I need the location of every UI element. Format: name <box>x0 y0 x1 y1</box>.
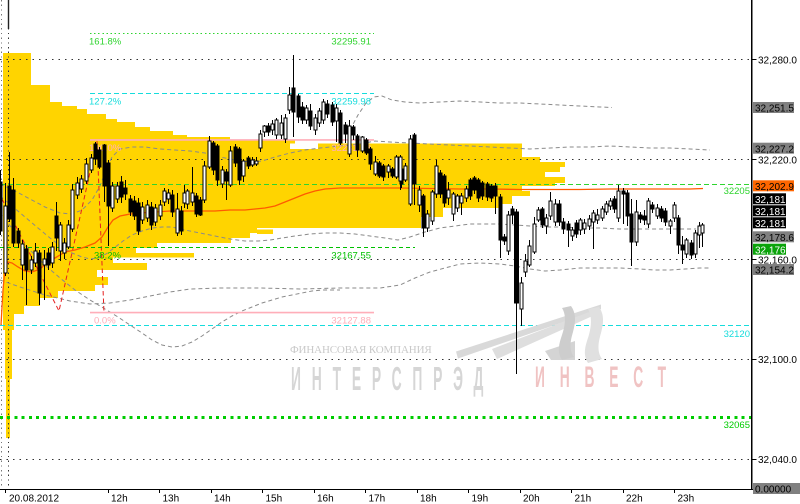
svg-text:20h: 20h <box>523 494 540 504</box>
svg-text:32,181: 32,181 <box>755 207 786 218</box>
svg-text:22h: 22h <box>626 494 643 504</box>
svg-text:17h: 17h <box>369 494 386 504</box>
svg-text:19h: 19h <box>472 494 489 504</box>
svg-text:32,202.9: 32,202.9 <box>755 182 794 193</box>
svg-text:13h: 13h <box>163 494 180 504</box>
svg-text:ИНВЕСТ: ИНВЕСТ <box>535 360 681 393</box>
svg-text:32127.88: 32127.88 <box>331 316 371 327</box>
svg-text:12h: 12h <box>111 494 128 504</box>
svg-text:23h: 23h <box>678 494 695 504</box>
svg-text:32205: 32205 <box>724 186 750 197</box>
svg-text:32,100.0: 32,100.0 <box>758 355 797 366</box>
svg-text:0.00000: 0.00000 <box>755 485 792 496</box>
svg-text:18h: 18h <box>420 494 437 504</box>
svg-text:16h: 16h <box>317 494 334 504</box>
svg-text:32,160.0: 32,160.0 <box>758 255 797 266</box>
svg-text:ФИНАНСОВАЯ КОМПАНИЯ: ФИНАНСОВАЯ КОМПАНИЯ <box>290 344 432 356</box>
svg-text:32,251.5: 32,251.5 <box>755 104 794 115</box>
svg-text:161.8%: 161.8% <box>89 37 122 48</box>
svg-text:32,181: 32,181 <box>755 195 786 206</box>
svg-text:32,040.0: 32,040.0 <box>758 455 797 466</box>
svg-text:ИНТЕРСПРЭД: ИНТЕРСПРЭД <box>291 361 494 398</box>
svg-text:32,220.0: 32,220.0 <box>758 156 797 167</box>
svg-text:20.08.2012: 20.08.2012 <box>9 494 59 504</box>
svg-text:38.2%: 38.2% <box>94 251 121 262</box>
svg-text:32,181: 32,181 <box>755 219 786 230</box>
svg-text:15h: 15h <box>266 494 283 504</box>
svg-text:32120: 32120 <box>724 329 750 340</box>
svg-text:32259.98: 32259.98 <box>331 97 371 108</box>
svg-text:32,280.0: 32,280.0 <box>758 56 797 67</box>
svg-text:32295.91: 32295.91 <box>331 37 371 48</box>
svg-text:32167.55: 32167.55 <box>331 251 371 262</box>
svg-text:21h: 21h <box>575 494 592 504</box>
svg-text:14h: 14h <box>214 494 231 504</box>
svg-text:127.2%: 127.2% <box>89 97 122 108</box>
svg-text:32065: 32065 <box>724 420 750 431</box>
svg-text:32,154.2: 32,154.2 <box>755 266 794 277</box>
svg-text:32,176: 32,176 <box>755 245 786 256</box>
svg-text:32,178.6: 32,178.6 <box>755 233 794 244</box>
svg-text:32,227.2: 32,227.2 <box>755 144 794 155</box>
svg-text:0.0%: 0.0% <box>94 316 116 327</box>
